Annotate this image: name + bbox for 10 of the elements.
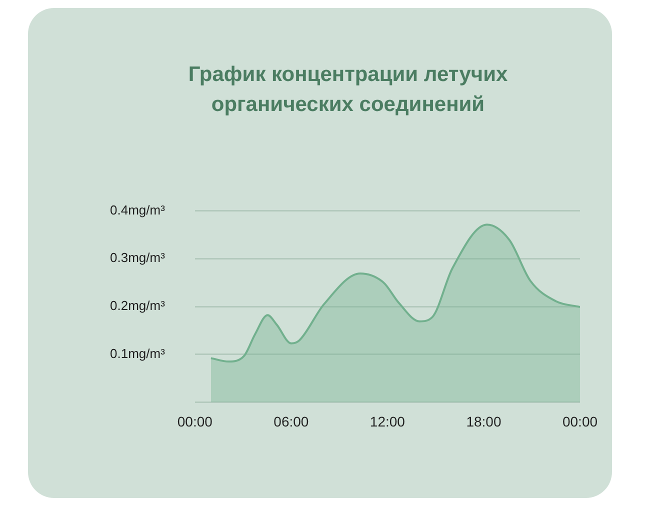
y-tick-label: 0.1mg/m³: [110, 346, 166, 361]
y-tick-label: 0.4mg/m³: [110, 202, 166, 218]
x-tick-label: 06:00: [274, 413, 309, 430]
y-tick-label: 0.3mg/m³: [110, 250, 166, 266]
x-tick-label: 00:00: [562, 413, 598, 430]
chart-title: График концентрации летучих органических соединений: [187, 62, 509, 118]
x-tick-label: 00:00: [177, 413, 213, 430]
y-tick-label: 0.2mg/m³: [110, 298, 166, 314]
x-tick-label: 18:00: [466, 413, 502, 430]
x-tick-label: 12:00: [370, 413, 406, 430]
